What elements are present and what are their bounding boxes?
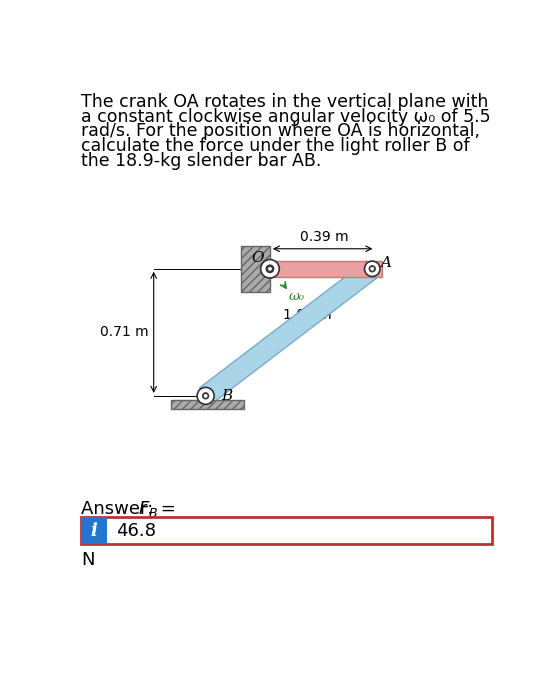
- Text: B: B: [221, 389, 232, 403]
- Text: ω₀: ω₀: [288, 290, 305, 303]
- Text: a constant clockwise angular velocity ω₀ of 5.5: a constant clockwise angular velocity ω₀…: [81, 108, 491, 126]
- Circle shape: [197, 387, 214, 405]
- Text: calculate the force under the light roller B of: calculate the force under the light roll…: [81, 137, 469, 155]
- Text: N: N: [81, 551, 94, 569]
- Bar: [267, 261, 381, 277]
- Circle shape: [371, 267, 374, 270]
- Bar: [240, 246, 270, 292]
- Text: $F_B$: $F_B$: [138, 499, 158, 519]
- Circle shape: [204, 394, 207, 398]
- Text: 46.8: 46.8: [116, 522, 156, 540]
- Text: O: O: [251, 251, 264, 265]
- Bar: [240, 246, 270, 292]
- Circle shape: [203, 393, 209, 399]
- Bar: [81, 517, 492, 545]
- Bar: [171, 400, 244, 409]
- Text: i: i: [91, 522, 97, 540]
- Circle shape: [260, 260, 279, 278]
- Text: A: A: [380, 256, 391, 270]
- Text: =: =: [155, 500, 176, 518]
- Text: the 18.9-kg slender bar AB.: the 18.9-kg slender bar AB.: [81, 152, 321, 170]
- Bar: [171, 400, 244, 409]
- Text: rad/s. For the position where OA is horizontal,: rad/s. For the position where OA is hori…: [81, 122, 480, 141]
- Text: 1.00 m: 1.00 m: [283, 308, 332, 322]
- Text: 0.39 m: 0.39 m: [300, 230, 348, 244]
- Circle shape: [365, 261, 380, 277]
- Bar: [81, 517, 107, 545]
- Circle shape: [266, 265, 274, 273]
- Polygon shape: [199, 261, 379, 404]
- Text: The crank OA rotates in the vertical plane with: The crank OA rotates in the vertical pla…: [81, 93, 488, 111]
- Circle shape: [268, 267, 272, 270]
- Text: 0.71 m: 0.71 m: [100, 326, 149, 340]
- Text: Answer:: Answer:: [81, 500, 159, 518]
- Circle shape: [369, 266, 375, 272]
